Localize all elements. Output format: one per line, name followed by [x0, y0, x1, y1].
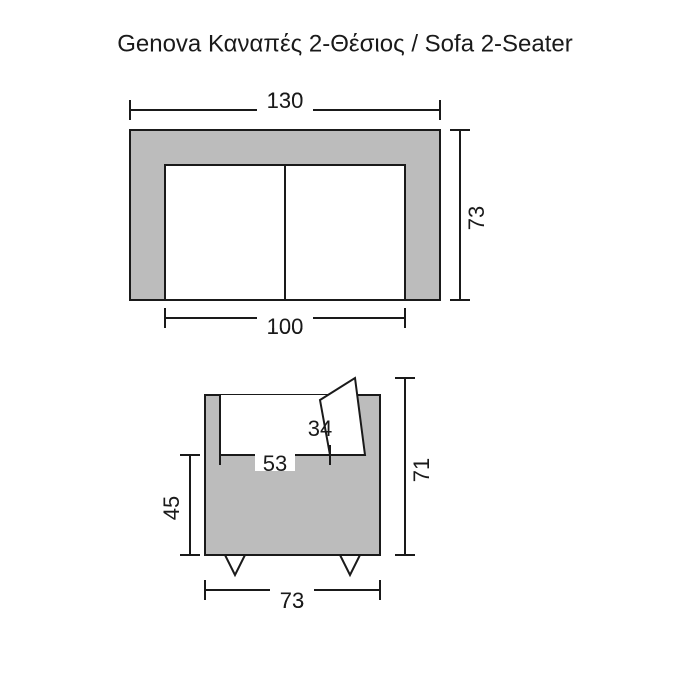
- side-view-leg-1: [340, 555, 360, 575]
- dim-label: 73: [464, 206, 489, 230]
- dim-label: 130: [267, 88, 304, 113]
- diagram-canvas: Genova Καναπές 2-Θέσιος / Sofa 2-Seater 1…: [0, 0, 690, 690]
- product-title: Genova Καναπές 2-Θέσιος / Sofa 2-Seater: [117, 30, 573, 57]
- dim-label: 100: [267, 314, 304, 339]
- dim-label: 71: [409, 458, 434, 482]
- dim-label: 73: [280, 588, 304, 613]
- side-view-leg-0: [225, 555, 245, 575]
- dim-label: 34: [308, 416, 332, 441]
- dim-label: 53: [263, 451, 287, 476]
- dim-label: 45: [159, 496, 184, 520]
- diagram-svg: Genova Καναπές 2-Θέσιος / Sofa 2-Seater 1…: [0, 0, 690, 690]
